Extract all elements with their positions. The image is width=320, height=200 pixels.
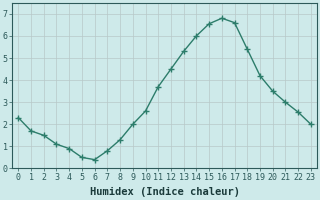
X-axis label: Humidex (Indice chaleur): Humidex (Indice chaleur) [90,187,240,197]
